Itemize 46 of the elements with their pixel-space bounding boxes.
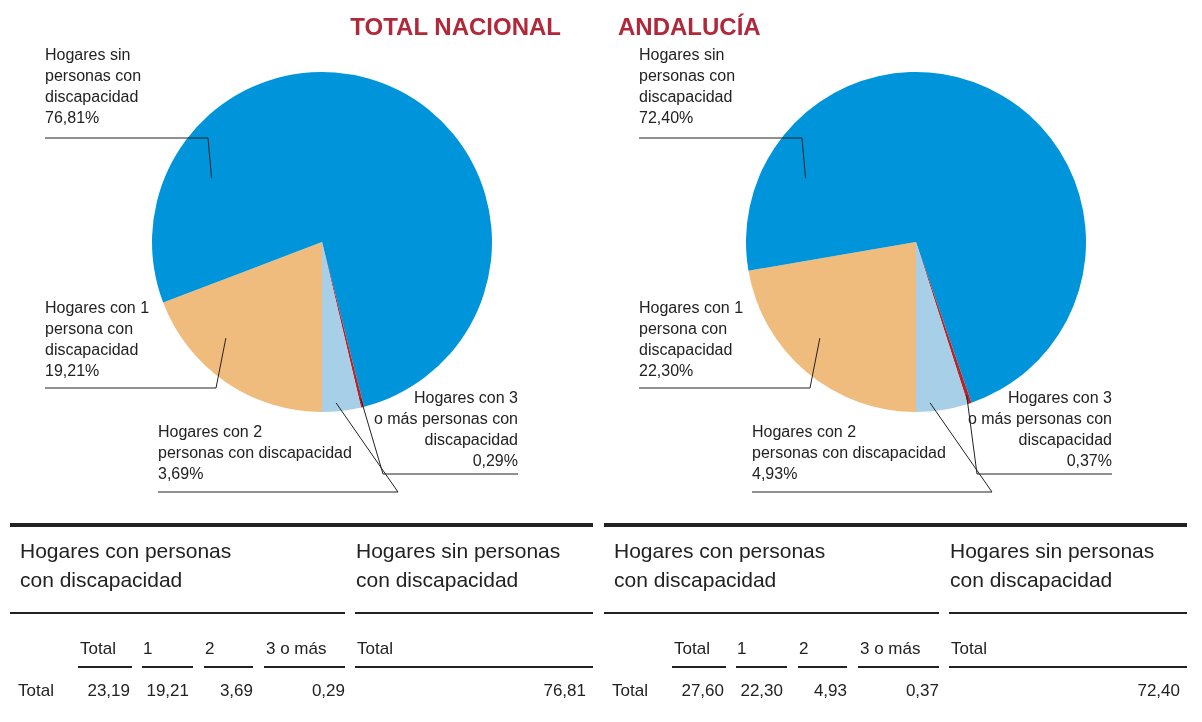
data-label: 76,81%: [45, 109, 100, 126]
data-label: 4,93%: [752, 465, 798, 482]
chart-title: TOTAL NACIONAL: [350, 13, 561, 40]
slice-label: Hogares con 1 persona con discapacidad: [45, 299, 150, 358]
slice-label: Hogares con 1 persona con discapacidad: [639, 299, 744, 358]
text: 4,93: [813, 681, 847, 700]
slice-label: Hogares con 2 personas con discapacidad: [752, 423, 946, 461]
data-label: 72,40%: [639, 109, 694, 126]
text: Total: [674, 639, 710, 658]
text: 27,60: [681, 681, 724, 700]
text: Total: [357, 639, 393, 658]
slice-label: Hogares con 3 o más personas con discapacidad: [967, 389, 1113, 448]
text: Hogares con personas con discapacidad: [614, 539, 826, 591]
text: Total: [18, 681, 54, 700]
pie-slice: [163, 242, 322, 412]
text: 3,69: [219, 681, 253, 700]
text: 0,37: [905, 681, 939, 700]
chart-title: ANDALUCÍA: [618, 13, 761, 40]
pie-slice: [748, 242, 916, 412]
text: Total: [951, 639, 987, 658]
data-label: 3,69%: [158, 465, 204, 482]
slice-label: Hogares sin personas con discapacidad: [639, 46, 736, 105]
text: 0,29: [311, 681, 345, 700]
text: Hogares con personas con discapacidad: [20, 539, 232, 591]
text: 3 o más: [860, 639, 921, 658]
text: Total: [80, 639, 116, 658]
text: Hogares sin personas con discapacidad: [356, 539, 561, 591]
text: 22,30: [740, 681, 783, 700]
text: 3 o más: [266, 639, 327, 658]
text: 76,81: [543, 681, 586, 700]
text: 1: [737, 639, 747, 658]
text: 2: [205, 639, 215, 658]
data-label: 19,21%: [45, 362, 100, 379]
slice-label: Hogares con 3 o más personas con discapacidad: [373, 389, 519, 448]
text: 72,40: [1137, 681, 1180, 700]
slice-label: Hogares con 2 personas con discapacidad: [158, 423, 352, 461]
data-label: 22,30%: [639, 362, 694, 379]
text: 2: [799, 639, 809, 658]
data-label: 0,29%: [472, 452, 518, 469]
text: Total: [612, 681, 648, 700]
text: 23,19: [87, 681, 130, 700]
data-label: 0,37%: [1066, 452, 1112, 469]
text: 1: [143, 639, 153, 658]
text: 19,21: [146, 681, 189, 700]
slice-label: Hogares sin personas con discapacidad: [45, 46, 142, 105]
text: Hogares sin personas con discapacidad: [950, 539, 1155, 591]
